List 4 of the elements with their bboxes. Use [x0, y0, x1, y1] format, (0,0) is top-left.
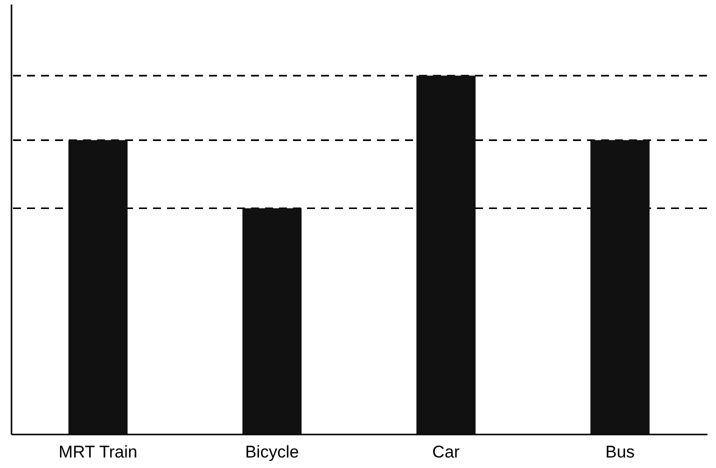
x-tick-label: MRT Train: [58, 442, 138, 462]
x-tick-label: Bicycle: [245, 442, 299, 462]
x-tick-label: Bus: [605, 442, 635, 462]
x-tick-label: Car: [432, 442, 460, 462]
